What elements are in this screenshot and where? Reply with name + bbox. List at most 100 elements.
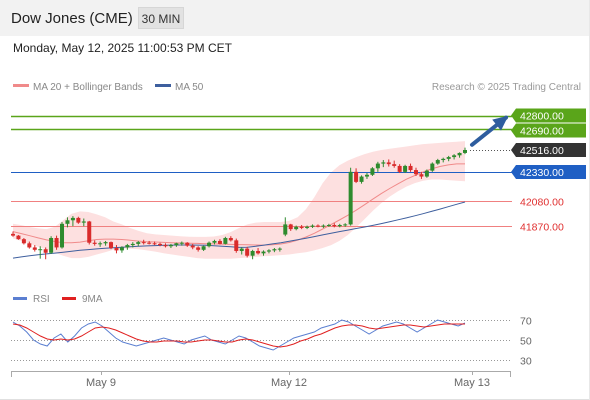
- candle-bear: [87, 221, 92, 243]
- rsi-legend-swatch: [13, 297, 27, 300]
- candle-bull: [98, 243, 103, 245]
- candle-bear: [386, 162, 391, 165]
- resistance-tag-bg: [511, 123, 586, 138]
- candle-bull: [375, 163, 380, 169]
- resistance-tag-label: 42690.00: [520, 125, 564, 137]
- candle-bear: [228, 237, 233, 241]
- candle-bear: [185, 242, 190, 246]
- candle-bear: [419, 174, 424, 177]
- x-axis-label: May 13: [454, 377, 490, 389]
- candle-bear: [392, 164, 397, 166]
- candle-bull: [321, 225, 326, 227]
- resistance-tag-bg: [511, 108, 586, 123]
- candle-bull: [310, 225, 315, 227]
- candle-bull: [294, 226, 299, 230]
- candle-bull: [223, 237, 228, 244]
- rsi-line: [12, 319, 466, 351]
- candle-bear: [158, 243, 163, 246]
- candle-bear: [147, 242, 152, 244]
- timeframe-button[interactable]: 30 MIN: [138, 7, 184, 29]
- pivot-tag-label: 42330.00: [520, 167, 564, 179]
- ma20-legend-label: MA 20 + Bollinger Bands: [33, 82, 143, 93]
- candle-bear: [109, 242, 114, 249]
- ma50-line: [12, 201, 466, 259]
- x-axis-label: May 9: [86, 377, 116, 389]
- rsi-tick-label: 50: [520, 336, 532, 348]
- research-credit: Research © 2025 Trading Central: [432, 82, 581, 93]
- candle-bear: [11, 233, 15, 236]
- candle-bull: [125, 245, 130, 248]
- candle-bear: [92, 242, 97, 244]
- candle-bull: [348, 171, 353, 225]
- candle-bear: [332, 224, 337, 227]
- rsi-tick-label: 30: [520, 356, 532, 368]
- candle-bear: [163, 245, 168, 247]
- bollinger-band-area: [13, 141, 465, 259]
- candle-bull: [446, 157, 451, 159]
- candle-bull: [441, 158, 446, 161]
- candle-bear: [234, 240, 239, 251]
- rsi-ma-legend-label: 9MA: [82, 294, 103, 305]
- header-bar: Dow Jones (CME) 30 MIN: [0, 0, 590, 36]
- candle-bear: [43, 249, 48, 253]
- candle-bull: [130, 243, 135, 246]
- rsi-legend-label: RSI: [33, 294, 50, 305]
- candle-bear: [114, 248, 119, 251]
- candle-bear: [16, 235, 21, 240]
- candle-bear: [217, 240, 222, 244]
- timestamp: Monday, May 12, 2025 11:00:53 PM CET: [13, 41, 233, 55]
- candle-bear: [299, 226, 304, 228]
- candle-bull: [49, 237, 54, 253]
- candle-bull: [343, 224, 348, 226]
- ma20-legend-swatch: [13, 84, 29, 87]
- arrow-head: [492, 115, 509, 131]
- candle-bull: [201, 246, 206, 250]
- instrument-title: Dow Jones (CME): [11, 10, 133, 27]
- ma50-legend-swatch: [155, 84, 171, 87]
- candle-bull: [463, 149, 467, 153]
- candle-bull: [261, 251, 266, 254]
- candle-bull: [424, 170, 429, 177]
- candle-bull: [457, 152, 462, 156]
- candle-bull: [81, 221, 86, 223]
- rsi-panel: 30 50 70: [11, 316, 532, 368]
- ma50-legend-label: MA 50: [175, 82, 204, 93]
- bollinger-bands: [13, 141, 465, 259]
- candle-bull: [70, 217, 75, 221]
- candle-bear: [413, 170, 418, 175]
- candle-bull: [174, 243, 179, 246]
- candle-bear: [27, 243, 32, 248]
- candle-bull: [212, 240, 217, 243]
- candle-bull: [370, 168, 375, 175]
- candle-bull: [435, 160, 440, 164]
- level-tags: 42800.00 42690.00 42516.00 42330.00 42080.00…: [511, 108, 586, 233]
- x-axis-label: May 12: [271, 377, 307, 389]
- candle-bull: [60, 223, 65, 248]
- candle-bear: [141, 242, 146, 244]
- candle-bear: [256, 250, 261, 254]
- candle-bear: [354, 171, 359, 182]
- candle-bull: [266, 250, 271, 252]
- candle-bull: [168, 245, 173, 247]
- candle-bear: [408, 165, 413, 171]
- candle-bull: [326, 224, 331, 226]
- pivot-tag-bg: [511, 164, 586, 179]
- candle-bull: [381, 162, 386, 164]
- candle-bear: [190, 245, 195, 248]
- candle-bull: [272, 249, 277, 251]
- candle-bear: [21, 239, 26, 244]
- candle-bear: [245, 248, 250, 256]
- candle-bear: [288, 224, 293, 230]
- support-tag-label: 41870.00: [520, 221, 564, 233]
- rsi-ma-legend-swatch: [62, 297, 76, 300]
- candle-bull: [403, 165, 408, 172]
- forecast-arrow: [470, 115, 509, 147]
- rsi-ma-line: [12, 323, 465, 348]
- candle-bull: [283, 224, 288, 235]
- candle-bear: [76, 217, 81, 223]
- candle-bull: [38, 249, 43, 251]
- candle-bear: [397, 165, 402, 172]
- candle-bull: [119, 247, 124, 251]
- candle-bull: [337, 224, 342, 227]
